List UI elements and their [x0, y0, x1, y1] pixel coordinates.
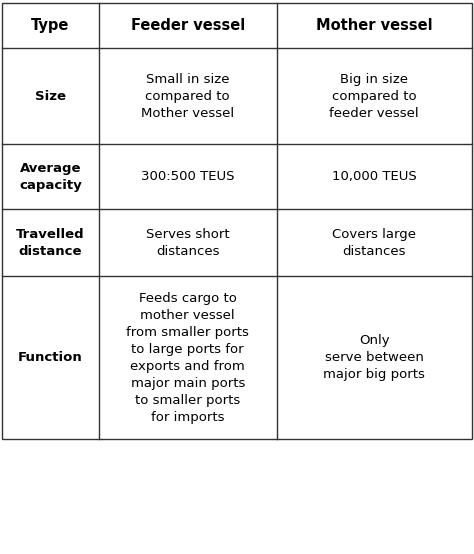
- Text: Average
capacity: Average capacity: [19, 162, 82, 192]
- Text: Feeder vessel: Feeder vessel: [131, 18, 245, 33]
- Text: Function: Function: [18, 351, 83, 364]
- Text: Size: Size: [35, 90, 66, 102]
- Text: Covers large
distances: Covers large distances: [332, 228, 416, 258]
- Text: Serves short
distances: Serves short distances: [146, 228, 229, 258]
- Text: Type: Type: [31, 18, 70, 33]
- Text: Feeds cargo to
mother vessel
from smaller ports
to large ports for
exports and f: Feeds cargo to mother vessel from smalle…: [126, 291, 249, 424]
- Text: Big in size
compared to
feeder vessel: Big in size compared to feeder vessel: [329, 73, 419, 120]
- Text: 300:500 TEUS: 300:500 TEUS: [141, 170, 235, 183]
- Text: Mother vessel: Mother vessel: [316, 18, 433, 33]
- Text: Small in size
compared to
Mother vessel: Small in size compared to Mother vessel: [141, 73, 234, 120]
- Text: 10,000 TEUS: 10,000 TEUS: [332, 170, 417, 183]
- Text: Travelled
distance: Travelled distance: [16, 228, 85, 258]
- Text: Only
serve between
major big ports: Only serve between major big ports: [323, 334, 425, 381]
